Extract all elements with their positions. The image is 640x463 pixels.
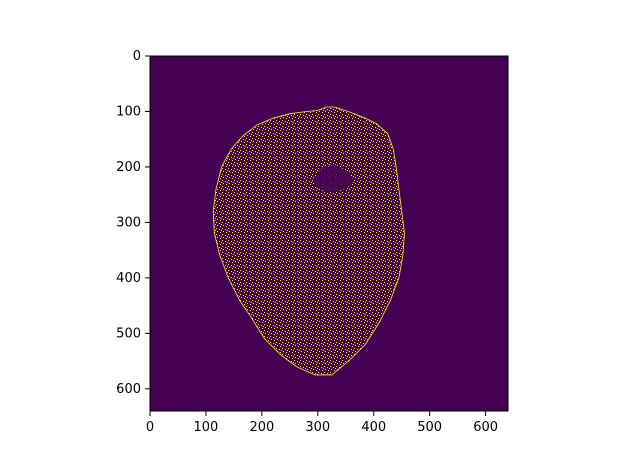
y-tick-label: 600 <box>116 382 141 397</box>
y-tick-label: 0 <box>133 49 141 64</box>
y-tick-label: 100 <box>116 104 141 119</box>
y-axis: 0 100 200 300 400 500 600 <box>116 49 150 397</box>
y-tick-label: 400 <box>116 271 141 286</box>
x-axis: 0 100 200 300 400 500 600 <box>146 411 498 435</box>
y-tick-label: 300 <box>116 215 141 230</box>
plot-frame <box>149 55 509 412</box>
x-tick-label: 600 <box>473 420 498 435</box>
x-tick-label: 300 <box>305 420 330 435</box>
x-tick-label: 200 <box>249 420 274 435</box>
x-tick-label: 100 <box>194 420 219 435</box>
x-tick-label: 0 <box>146 420 154 435</box>
plot-area <box>150 56 508 411</box>
x-tick-label: 500 <box>417 420 442 435</box>
edge-region <box>212 106 405 376</box>
x-tick-label: 400 <box>361 420 386 435</box>
inner-dark-region <box>313 164 355 192</box>
y-tick-label: 200 <box>116 160 141 175</box>
y-tick-label: 500 <box>116 326 141 341</box>
